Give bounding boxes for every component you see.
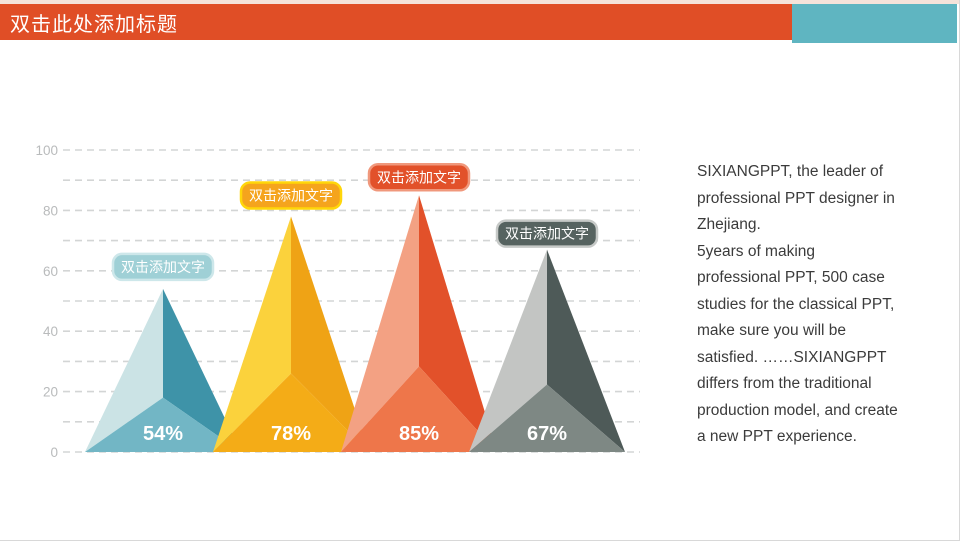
- pyramid-bottom-face: [469, 384, 625, 452]
- pyramid-right-face: [419, 195, 497, 453]
- value-label: 85%: [399, 423, 439, 445]
- pyramid-bottom-face: [341, 366, 497, 452]
- category-badge-label[interactable]: 双击添加文字: [377, 169, 461, 185]
- pyramid-left-face: [213, 216, 291, 452]
- category-badge-label[interactable]: 双击添加文字: [121, 259, 205, 275]
- category-badge[interactable]: [239, 181, 343, 210]
- top-strip: [0, 0, 959, 4]
- value-label: 78%: [271, 423, 311, 445]
- value-label: 67%: [527, 423, 567, 445]
- y-axis-tick-label: 40: [43, 324, 58, 339]
- category-badge-label[interactable]: 双击添加文字: [505, 226, 589, 242]
- category-badge[interactable]: [367, 163, 471, 192]
- y-axis-tick-label: 60: [43, 264, 58, 279]
- y-axis-tick-label: 80: [43, 203, 58, 218]
- pyramid-bottom-face: [213, 373, 369, 452]
- title-bar: 双击此处添加标题: [0, 4, 792, 40]
- pyramid-left-face: [341, 195, 419, 453]
- y-axis-tick-label: 20: [43, 385, 58, 400]
- value-label: 54%: [143, 423, 183, 445]
- pyramid-right-face: [291, 216, 369, 452]
- description-text[interactable]: SIXIANGPPT, the leader of professional P…: [697, 163, 898, 445]
- accent-block: [792, 4, 957, 43]
- slide-title-placeholder[interactable]: 双击此处添加标题: [10, 13, 178, 36]
- category-badge[interactable]: [495, 219, 599, 248]
- category-badge[interactable]: [111, 252, 215, 282]
- y-axis-tick-label: 100: [35, 143, 58, 158]
- category-badge-label[interactable]: 双击添加文字: [249, 187, 333, 203]
- pyramid-bottom-face: [85, 397, 241, 452]
- y-axis-tick-label: 0: [50, 445, 58, 460]
